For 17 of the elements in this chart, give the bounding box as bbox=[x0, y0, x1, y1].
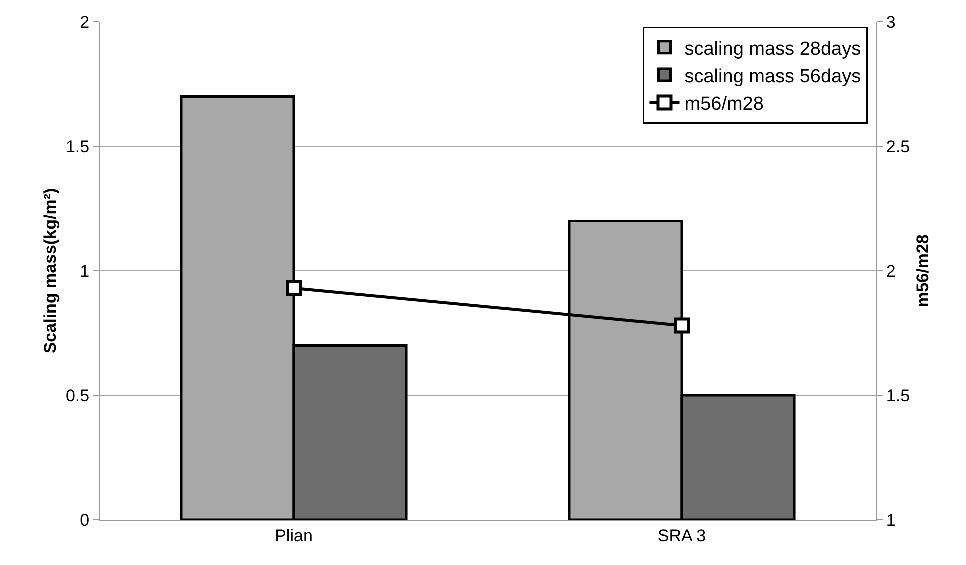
y-tick-label: 0 bbox=[80, 510, 90, 530]
y2-tick-label: 2.5 bbox=[886, 137, 910, 156]
y2-tick-label: 1.5 bbox=[886, 386, 910, 406]
x-tick-label: SRA 3 bbox=[658, 526, 706, 546]
y-tick-label: 0.5 bbox=[66, 386, 90, 406]
y2-tick-label: 2 bbox=[886, 262, 896, 281]
y-axis-title: Scaling mass(kg/m²) bbox=[41, 188, 60, 354]
y2-axis-title: m56/m28 bbox=[914, 234, 932, 308]
y-tick-label: 1 bbox=[80, 262, 90, 281]
y2-tick-label: 1 bbox=[886, 510, 896, 530]
legend-label: scaling mass 28days bbox=[684, 38, 862, 60]
legend-label: m56/m28 bbox=[684, 94, 764, 116]
y2-tick-label: 3 bbox=[886, 12, 896, 32]
x-tick-label: Plian bbox=[275, 526, 313, 546]
y-tick-label: 2 bbox=[80, 12, 90, 32]
y-tick-label: 1.5 bbox=[66, 137, 90, 156]
legend-label: scaling mass 56days bbox=[684, 66, 862, 88]
